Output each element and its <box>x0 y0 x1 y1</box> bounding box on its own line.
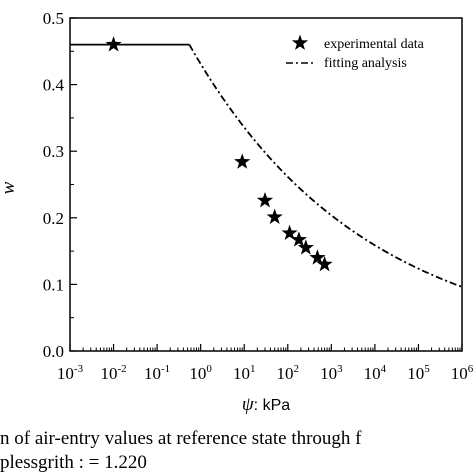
x-tick-label: 106 <box>451 363 474 383</box>
fit-line-curve <box>188 44 463 288</box>
caption-line-1: n of air-entry values at reference state… <box>0 428 362 449</box>
data-point-star <box>266 208 283 225</box>
x-tick-label: 100 <box>189 363 212 383</box>
x-tick-label: 102 <box>277 363 300 383</box>
y-tick-label: 0.3 <box>43 142 64 161</box>
y-tick-label: 0.0 <box>43 342 64 361</box>
x-axis-title: ψ: kPa <box>242 394 290 415</box>
x-axis-tick-labels: 10-3 10-2 10-1 100 101 102 103 104 105 106 <box>57 363 474 383</box>
legend-star-icon <box>291 34 309 50</box>
data-point-star <box>234 153 251 169</box>
legend: experimental data fitting analysis <box>286 34 425 71</box>
fitting-analysis-line <box>70 43 463 288</box>
x-tick-label: 10-1 <box>144 363 170 383</box>
y-axis-ticks <box>70 17 77 352</box>
legend-label-experimental: experimental data <box>324 37 425 52</box>
x-axis-title-unit: : kPa <box>254 397 291 414</box>
y-tick-label: 0.4 <box>43 76 65 95</box>
x-tick-label: 105 <box>407 363 430 383</box>
caption-line-2: plessgrith : = 1.220 <box>0 452 147 473</box>
y-axis-tick-labels: 0.0 0.1 0.2 0.3 0.4 0.5 <box>43 9 65 361</box>
data-point-star <box>105 36 122 52</box>
data-point-star <box>256 191 274 208</box>
x-tick-label: 10-3 <box>57 363 84 383</box>
legend-label-fitting: fitting analysis <box>324 56 407 71</box>
y-tick-label: 0.1 <box>43 275 64 294</box>
experimental-data-points <box>105 36 333 272</box>
x-tick-label: 10-2 <box>100 363 126 383</box>
plot-area <box>69 17 463 352</box>
y-tick-label: 0.2 <box>43 209 64 228</box>
x-tick-label: 101 <box>233 363 256 383</box>
y-tick-label: 0.5 <box>43 9 64 28</box>
x-tick-label: 103 <box>320 363 343 383</box>
y-axis-title: w <box>0 181 19 194</box>
x-axis-title-symbol: ψ <box>242 394 255 415</box>
x-axis-ticks <box>69 344 463 351</box>
x-tick-label: 104 <box>364 363 387 383</box>
